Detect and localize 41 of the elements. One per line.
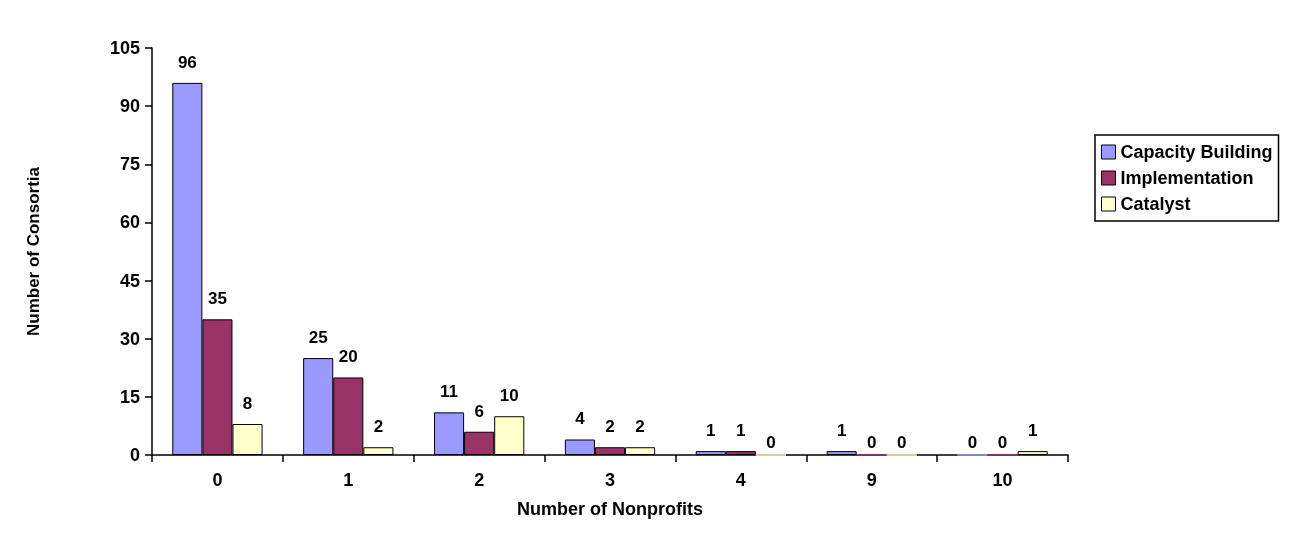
x-tick-label: 1 <box>343 470 354 490</box>
data-label: 2 <box>373 417 384 437</box>
x-tick-label: 0 <box>212 470 223 490</box>
data-label: 10 <box>499 386 519 406</box>
legend-label: Implementation <box>1120 168 1254 188</box>
x-tick-label: 9 <box>866 470 877 490</box>
data-label: 0 <box>766 432 776 452</box>
x-tick-label: 10 <box>992 470 1013 490</box>
data-label: 25 <box>308 328 328 348</box>
data-label: 1 <box>836 421 847 441</box>
x-tick-label: 2 <box>474 470 485 490</box>
data-label: 1 <box>1027 421 1038 441</box>
data-label: 20 <box>338 347 358 367</box>
data-label: 35 <box>207 289 227 309</box>
data-label: 2 <box>635 417 645 437</box>
y-tick-label: 90 <box>119 96 140 117</box>
data-label: 8 <box>242 393 253 413</box>
y-tick-label: 30 <box>119 328 140 349</box>
x-tick-label: 4 <box>735 470 746 490</box>
y-tick-label: 0 <box>129 445 140 465</box>
legend-label: Catalyst <box>1120 194 1191 214</box>
legend-label: Capacity Building <box>1120 142 1273 162</box>
y-tick-label: 45 <box>119 270 140 291</box>
data-label: 11 <box>440 382 459 402</box>
data-label: 4 <box>575 409 586 429</box>
y-tick-label: 75 <box>119 154 140 175</box>
data-label: 96 <box>177 52 197 72</box>
data-label: 0 <box>997 432 1008 452</box>
data-label: 0 <box>967 432 978 452</box>
y-axis-title: Number of Consortia <box>24 166 43 337</box>
y-tick-label: 60 <box>119 212 140 233</box>
x-tick-label: 3 <box>604 470 616 490</box>
data-label: 0 <box>897 432 907 452</box>
data-label: 0 <box>866 432 877 452</box>
data-label: 2 <box>605 417 615 437</box>
y-tick-label: 15 <box>119 386 140 407</box>
data-label: 6 <box>474 401 484 421</box>
data-label: 1 <box>706 421 716 441</box>
y-tick-label: 105 <box>109 38 140 58</box>
data-label: 1 <box>736 421 746 441</box>
x-axis-title: Number of Nonprofits <box>517 499 703 519</box>
